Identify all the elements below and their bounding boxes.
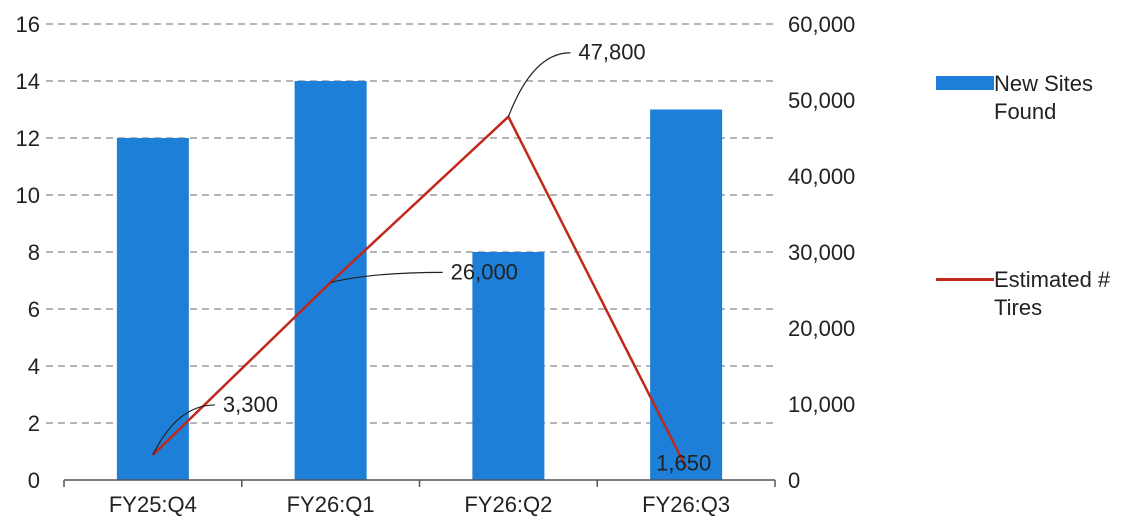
bar <box>294 81 367 480</box>
bar-series <box>116 81 723 480</box>
y-left-tick-label: 0 <box>28 468 40 493</box>
legend-label-line: Estimated # Tires <box>994 267 1111 320</box>
line-data-label: 1,650 <box>656 450 711 475</box>
legend-item-line: Estimated # Tires <box>936 266 1124 322</box>
line-series <box>152 115 688 469</box>
y-left-tick-label: 12 <box>16 126 40 151</box>
y-left-tick-label: 8 <box>28 240 40 265</box>
x-tick-label: FY26:Q3 <box>642 492 730 517</box>
bar <box>650 109 723 480</box>
y-right-tick-label: 10,000 <box>788 392 855 417</box>
legend-swatch-line <box>936 278 994 281</box>
y-right-tick-label: 30,000 <box>788 240 855 265</box>
legend: New Sites Found Estimated # Tires <box>936 70 1126 390</box>
bar <box>472 252 545 480</box>
axes: 0 2 4 6 8 10 12 14 16 0 10,000 20,000 30,000 40,000 50… <box>16 12 856 517</box>
series-line <box>152 115 688 469</box>
y-right-tick-label: 0 <box>788 468 800 493</box>
y-left-tick-label: 4 <box>28 354 40 379</box>
y-right-tick-label: 60,000 <box>788 12 855 37</box>
y-right-tick-label: 40,000 <box>788 164 855 189</box>
legend-label-bars: New Sites Found <box>994 71 1094 124</box>
x-tick-label: FY25:Q4 <box>109 492 197 517</box>
data-labels: 3,300 26,000 47,800 1,650 <box>152 40 711 475</box>
y-left-tick-label: 2 <box>28 411 40 436</box>
line-data-label: 3,300 <box>223 392 278 417</box>
x-tick-label: FY26:Q2 <box>464 492 552 517</box>
bar <box>116 138 189 480</box>
data-label-leader <box>507 52 571 117</box>
data-label-leader <box>152 404 215 456</box>
x-tick-label: FY26:Q1 <box>287 492 375 517</box>
y-right-tick-label: 50,000 <box>788 88 855 113</box>
y-right-tick-label: 20,000 <box>788 316 855 341</box>
line-data-label: 26,000 <box>451 259 518 284</box>
legend-swatch-bars <box>936 76 994 90</box>
y-left-tick-label: 14 <box>16 69 40 94</box>
y-left-tick-label: 16 <box>16 12 40 37</box>
y-left-tick-label: 6 <box>28 297 40 322</box>
data-label-leader <box>330 271 443 283</box>
line-data-label: 47,800 <box>578 40 645 65</box>
legend-item-bars: New Sites Found <box>936 70 1124 126</box>
y-left-tick-label: 10 <box>16 183 40 208</box>
